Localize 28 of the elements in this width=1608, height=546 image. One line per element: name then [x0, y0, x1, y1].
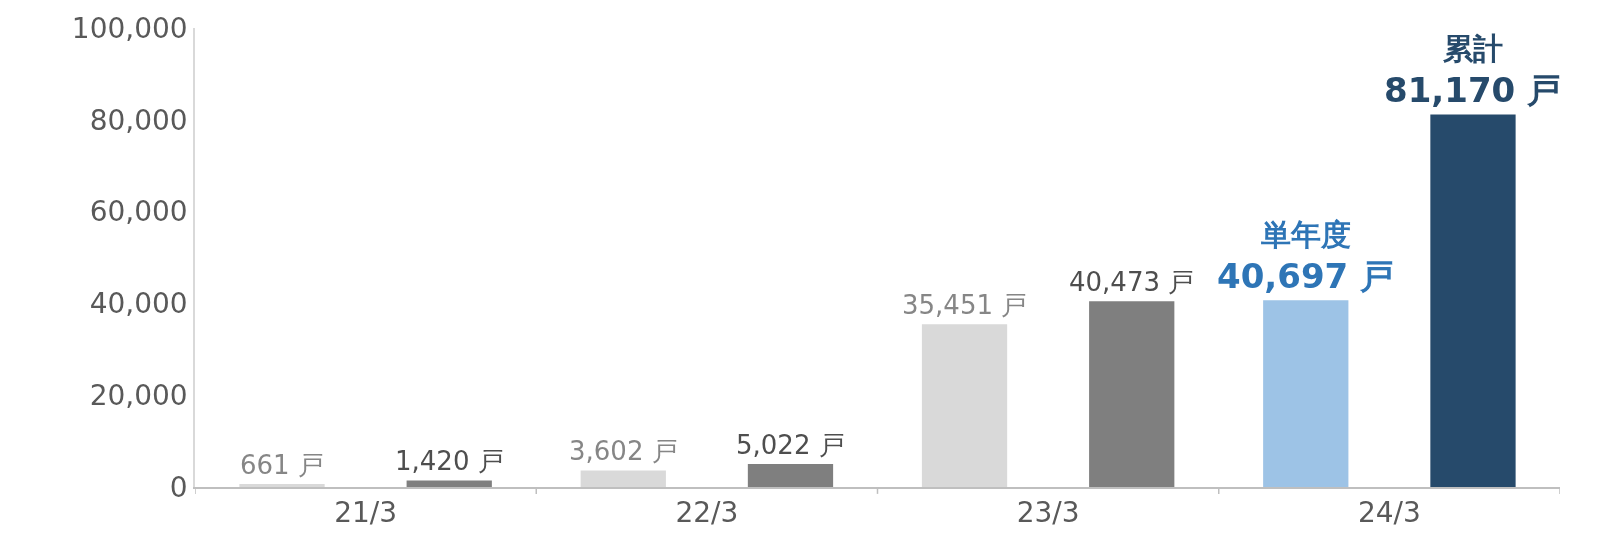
y-tick-label: 0 [169, 470, 188, 504]
x-tick-label: 23/3 [1016, 496, 1080, 530]
data-label: 5,022 戸 [736, 430, 845, 460]
data-label: 661 戸 [240, 450, 324, 480]
data-label: 81,170 戸 [1384, 70, 1562, 110]
series-label: 累計 [1442, 31, 1503, 66]
bar [747, 463, 834, 487]
y-tick-label: 60,000 [89, 195, 188, 229]
bar [406, 480, 492, 487]
data-label: 40,473 戸 [1069, 267, 1195, 297]
bar [1263, 300, 1349, 487]
data-label: 40,697 戸 [1217, 256, 1395, 296]
bar [1089, 301, 1175, 487]
y-tick-label: 100,000 [71, 11, 188, 45]
y-tick-label: 80,000 [89, 103, 188, 137]
y-tick-label: 40,000 [89, 287, 188, 321]
y-tick-label: 20,000 [89, 379, 188, 412]
bar [1430, 114, 1516, 487]
bar [921, 324, 1008, 487]
bar [580, 470, 666, 487]
data-label: 35,451 戸 [902, 290, 1028, 320]
data-label: 3,602 戸 [569, 436, 678, 466]
x-tick-label: 21/3 [334, 496, 398, 530]
bar [239, 483, 325, 487]
x-tick-label: 24/3 [1357, 496, 1421, 530]
data-label: 1,420 戸 [395, 446, 504, 476]
x-tick-label: 22/3 [675, 496, 739, 530]
series-label: 単年度 [1261, 217, 1351, 252]
